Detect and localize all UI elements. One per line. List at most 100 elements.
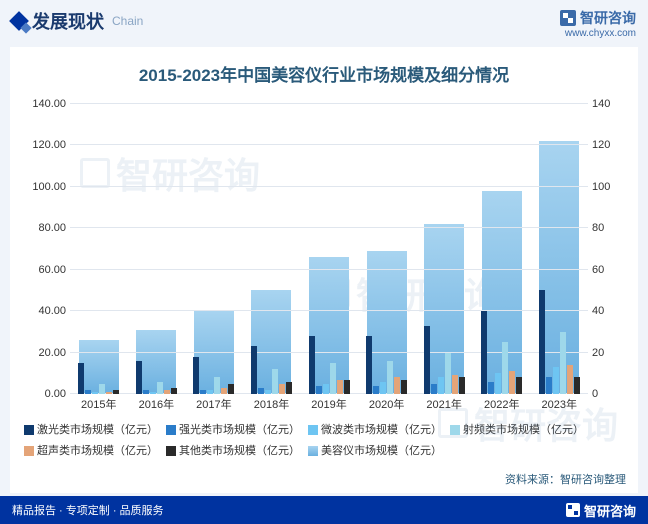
y-axis-right: 020406080100120140	[590, 104, 628, 394]
small-bars	[424, 326, 465, 394]
grid-line	[70, 144, 588, 145]
footer-text: 精品报告 · 专项定制 · 品质服务	[12, 502, 164, 518]
y-right-label: 80	[592, 222, 604, 234]
header-subtitle: Chain	[112, 14, 143, 28]
bar	[106, 392, 112, 394]
bar	[193, 357, 199, 394]
bar	[516, 377, 522, 394]
y-left-label: 0.00	[45, 388, 66, 400]
bar	[157, 382, 163, 394]
x-label: 2018年	[243, 396, 301, 412]
legend-label: 超声类市场规模（亿元）	[37, 443, 158, 460]
legend-item: 射频类市场规模（亿元）	[450, 422, 584, 439]
bar	[330, 363, 336, 394]
bar	[207, 390, 213, 394]
footer-brand-icon	[566, 503, 580, 517]
y-right-label: 100	[592, 181, 610, 193]
bar	[488, 382, 494, 394]
source-text: 智研咨询整理	[560, 474, 626, 486]
legend-label: 激光类市场规模（亿元）	[37, 422, 158, 439]
y-right-label: 120	[592, 139, 610, 151]
legend-item: 微波类市场规模（亿元）	[308, 422, 442, 439]
diamond-icon	[12, 14, 26, 28]
legend-swatch	[24, 446, 34, 456]
grid-line	[70, 227, 588, 228]
bar	[445, 353, 451, 394]
header-left: 发展现状 Chain	[12, 8, 143, 34]
year-group	[358, 104, 416, 394]
legend-swatch	[166, 446, 176, 456]
source-label: 资料来源：	[505, 474, 560, 486]
source: 资料来源：智研咨询整理	[505, 471, 626, 487]
bar	[221, 388, 227, 394]
legend-label: 微波类市场规模（亿元）	[321, 422, 442, 439]
x-axis: 2015年2016年2017年2018年2019年2020年2021年2022年…	[70, 396, 588, 412]
legend-item: 强光类市场规模（亿元）	[166, 422, 300, 439]
x-label: 2020年	[358, 396, 416, 412]
bar	[546, 377, 552, 394]
bar	[509, 371, 515, 394]
legend-swatch	[308, 425, 318, 435]
small-bars	[481, 311, 522, 394]
year-group	[185, 104, 243, 394]
bar	[150, 392, 156, 394]
bar	[481, 311, 487, 394]
y-left-label: 80.00	[38, 222, 66, 234]
year-group	[128, 104, 186, 394]
bar	[143, 390, 149, 394]
bar	[258, 388, 264, 394]
bar	[438, 377, 444, 394]
bar	[344, 380, 350, 395]
bar	[136, 361, 142, 394]
bar	[309, 336, 315, 394]
y-left-label: 60.00	[38, 264, 66, 276]
brand-name: 智研咨询	[580, 8, 636, 28]
chart-title: 2015-2023年中国美容仪行业市场规模及细分情况	[20, 61, 628, 86]
x-label: 2023年	[531, 396, 589, 412]
bar	[539, 290, 545, 394]
footer-brand: 智研咨询	[566, 501, 636, 520]
bar	[452, 375, 458, 394]
bar	[316, 386, 322, 394]
small-bars	[78, 363, 119, 394]
bar	[553, 367, 559, 394]
legend-swatch	[308, 446, 318, 456]
y-left-label: 120.00	[32, 139, 66, 151]
small-bars	[366, 336, 407, 394]
small-bars	[193, 357, 234, 394]
bar	[200, 390, 206, 394]
small-bars	[136, 361, 177, 394]
bar	[459, 377, 465, 394]
grid-line	[70, 186, 588, 187]
brand-row: 智研咨询	[560, 8, 636, 28]
bar	[431, 384, 437, 394]
y-left-label: 140.00	[32, 98, 66, 110]
bar	[424, 326, 430, 394]
legend-swatch	[166, 425, 176, 435]
bar	[401, 380, 407, 395]
y-left-label: 100.00	[32, 181, 66, 193]
x-label: 2019年	[300, 396, 358, 412]
small-bars	[309, 336, 350, 394]
bar	[164, 390, 170, 394]
legend-label: 美容仪市场规模（亿元）	[321, 443, 442, 460]
y-right-label: 0	[592, 388, 598, 400]
year-group	[70, 104, 128, 394]
bar	[279, 384, 285, 394]
bar	[214, 377, 220, 394]
x-label: 2021年	[415, 396, 473, 412]
year-group	[300, 104, 358, 394]
legend-item: 其他类市场规模（亿元）	[166, 443, 300, 460]
grid-line	[70, 269, 588, 270]
legend-swatch	[450, 425, 460, 435]
bar	[272, 369, 278, 394]
year-group	[243, 104, 301, 394]
header-title: 发展现状	[32, 8, 104, 34]
bar	[567, 365, 573, 394]
header: 发展现状 Chain 智研咨询 www.chyxx.com	[0, 0, 648, 43]
bar	[337, 380, 343, 395]
bar	[495, 373, 501, 394]
legend-item: 激光类市场规模（亿元）	[24, 422, 158, 439]
chart-area: 0.0020.0040.0060.0080.00100.00120.00140.…	[70, 104, 588, 394]
chart-card: 2015-2023年中国美容仪行业市场规模及细分情况 智研咨询 智研咨询 智研咨…	[10, 47, 638, 493]
